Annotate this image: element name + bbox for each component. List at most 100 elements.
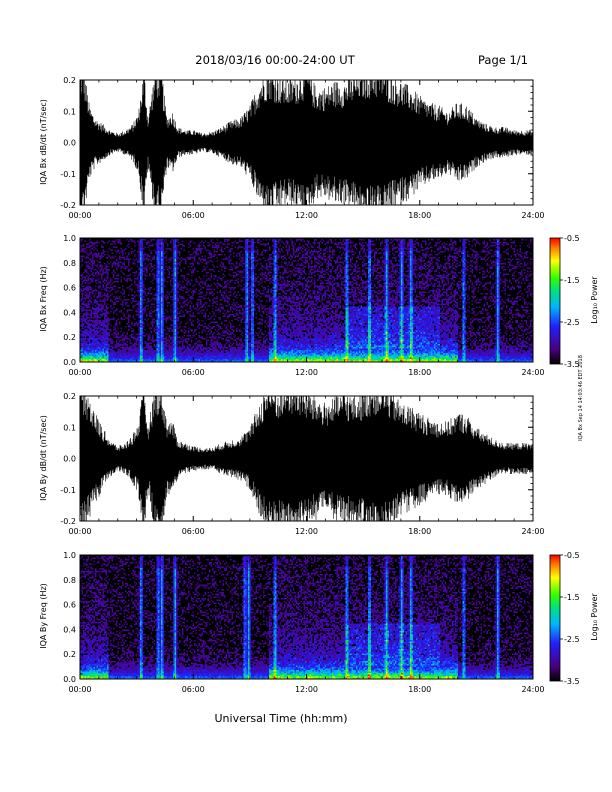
spectrogram-cell [94, 299, 96, 301]
spectrogram-cell [107, 332, 109, 334]
spectrogram-cell [95, 352, 97, 354]
spectrogram-cell [112, 319, 114, 321]
spectrogram-cell [121, 347, 123, 349]
spectrogram-cell [97, 241, 99, 243]
spectrogram-cell [113, 356, 115, 358]
spectrogram-cell [91, 242, 93, 244]
spectrogram-cell [118, 355, 120, 357]
spectrogram-cell [98, 332, 100, 334]
spectrogram-cell [91, 241, 93, 243]
spectrogram-cell [107, 287, 109, 289]
spectrogram-cell [106, 328, 108, 330]
spectrogram-cell [85, 257, 87, 259]
spectrogram-cell [113, 332, 115, 334]
spectrogram-cell [103, 269, 105, 271]
spectrogram-cell [82, 286, 84, 288]
spectrogram-cell [106, 310, 108, 312]
spectrogram-cell [83, 332, 85, 334]
spectrogram-cell [107, 340, 109, 342]
spectrogram-cell [95, 253, 97, 255]
spectrogram-cell [82, 355, 84, 357]
spectrogram-cell [91, 356, 93, 358]
spectrogram-cell [106, 268, 108, 270]
spectrogram-cell [86, 358, 88, 360]
spectrogram-cell [122, 253, 124, 255]
spectrogram-cell [115, 304, 117, 306]
spectrogram-cell [119, 287, 121, 289]
spectrogram-cell [100, 299, 102, 301]
spectrogram-cell [92, 307, 94, 309]
spectrogram-cell [118, 349, 120, 351]
spectrogram-cell [95, 326, 97, 328]
spectrogram-cell [106, 340, 108, 342]
spectrogram-cell [95, 305, 97, 307]
spectrogram-cell [115, 344, 117, 346]
spectrogram-cell [116, 344, 118, 346]
spectrogram-cell [121, 337, 123, 339]
spectrogram-cell [82, 350, 84, 352]
spectrogram-cell [107, 296, 109, 298]
spectrogram-cell [89, 268, 91, 270]
spectrogram-cell [94, 356, 96, 358]
spectrogram-cell [116, 335, 118, 337]
spectrogram-cell [110, 338, 112, 340]
spectrogram-cell [109, 319, 111, 321]
spectrogram-cell [122, 356, 124, 358]
spectrogram-cell [95, 347, 97, 349]
spectrogram-cell [98, 262, 100, 264]
spectrogram-cell [104, 356, 106, 358]
spectrogram-cell [100, 328, 102, 330]
spectrogram-cell [88, 353, 90, 355]
spectrogram-cell [85, 277, 87, 279]
spectrogram-cell [88, 286, 90, 288]
spectrogram-cell [104, 353, 106, 355]
spectrogram-cell [89, 332, 91, 334]
spectrogram-cell [103, 353, 105, 355]
spectrogram-cell [106, 329, 108, 331]
spectrogram-cell [89, 253, 91, 255]
spectrogram-cell [121, 311, 123, 313]
spectrogram-cell [85, 353, 87, 355]
spectrogram-cell [86, 317, 88, 319]
spectrogram-cell [92, 260, 94, 262]
spectrogram-cell [112, 355, 114, 357]
spectrogram-cell [110, 340, 112, 342]
spectrogram-cell [101, 359, 103, 361]
spectrogram-cell [82, 334, 84, 336]
spectrogram-cell [113, 353, 115, 355]
spectrogram-cell [124, 319, 126, 321]
spectrogram-cell [82, 250, 84, 252]
spectrogram-cell [85, 332, 87, 334]
spectrogram-cell [101, 358, 103, 360]
spectrogram-cell [103, 356, 105, 358]
spectrogram-cell [82, 295, 84, 297]
spectrogram-cell [89, 295, 91, 297]
spectrogram-cell [103, 347, 105, 349]
spectrogram-cell [100, 346, 102, 348]
spectrogram-cell [100, 349, 102, 351]
spectrogram-cell [100, 266, 102, 268]
spectrogram-cell [103, 271, 105, 273]
spectrogram-cell [101, 277, 103, 279]
spectrogram-cell [110, 352, 112, 354]
spectrogram-cell [88, 307, 90, 309]
spectrogram-cell [95, 286, 97, 288]
spectrogram-cell [98, 311, 100, 313]
spectrogram-cell [115, 352, 117, 354]
spectrogram-cell [107, 356, 109, 358]
spectrogram-cell [86, 262, 88, 264]
ylabel: IQA Bx Freq (Hz) [39, 266, 48, 332]
spectrogram-cell [85, 358, 87, 360]
spectrogram-cell [92, 244, 94, 246]
spectrogram-cell [109, 313, 111, 315]
spectrogram-cell [109, 344, 111, 346]
spectrogram-cell [106, 281, 108, 283]
x-tick-label: 00:00 [68, 211, 91, 220]
spectrogram-cell [86, 281, 88, 283]
spectrogram-cell [107, 349, 109, 351]
spectrogram-cell [97, 344, 99, 346]
spectrogram-cell [89, 331, 91, 333]
spectrogram-cell [83, 289, 85, 291]
spectrogram-cell [116, 278, 118, 280]
spectrogram-cell [83, 353, 85, 355]
